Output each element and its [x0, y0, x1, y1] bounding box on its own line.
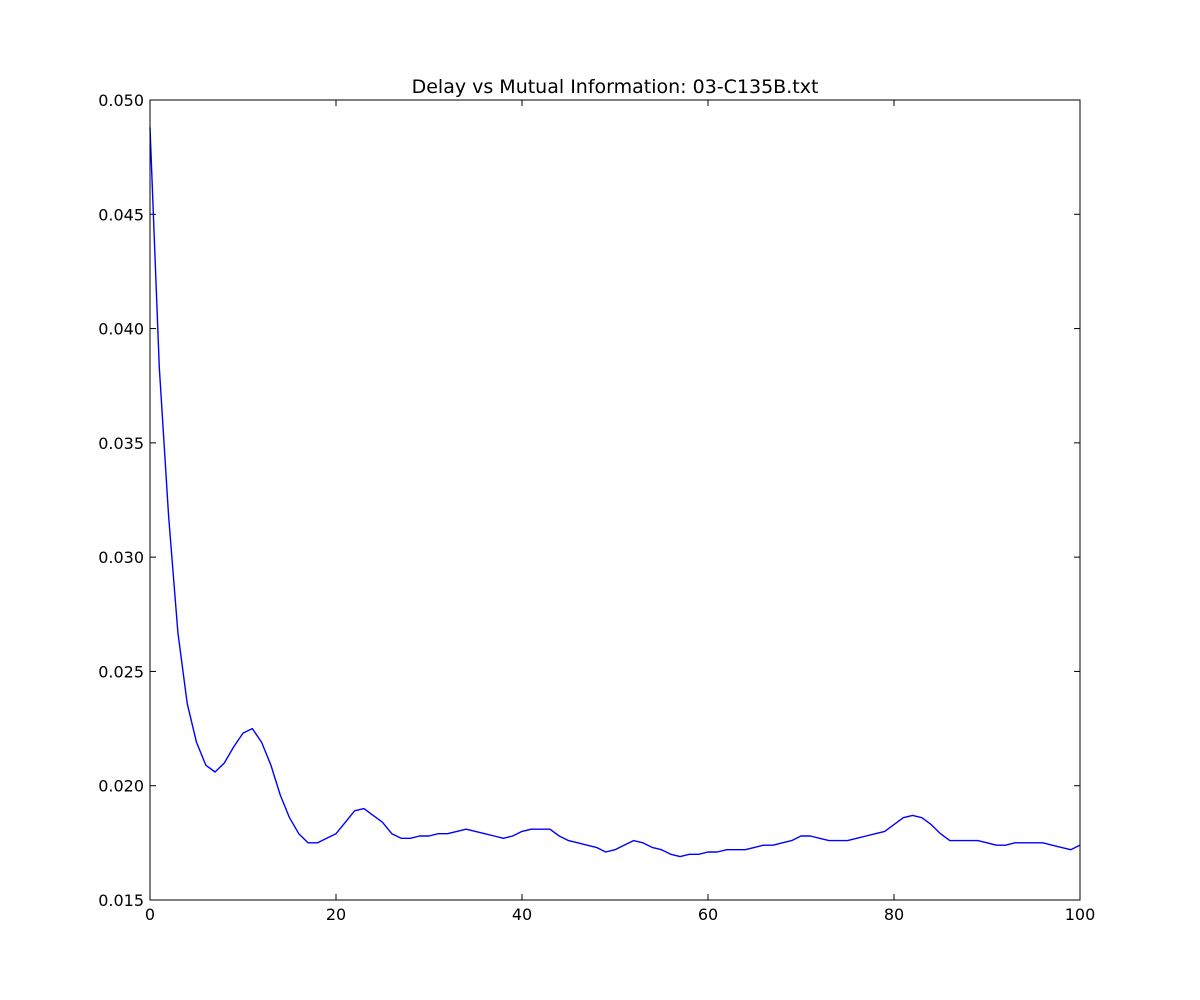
chart-title: Delay vs Mutual Information: 03-C135B.tx… [412, 76, 819, 98]
y-tick-label: 0.015 [98, 891, 144, 910]
ticks-layer [149, 99, 1081, 901]
x-tick-label: 0 [145, 905, 155, 924]
x-tick-label: 80 [884, 905, 904, 924]
y-tick-label: 0.035 [98, 434, 144, 453]
y-tick-label: 0.020 [98, 777, 144, 796]
plot-frame [149, 99, 1081, 901]
x-tick-label: 100 [1065, 905, 1096, 924]
series-line [149, 127, 1081, 858]
x-tick-label: 20 [326, 905, 346, 924]
x-tick-label: 40 [512, 905, 532, 924]
y-tick-label: 0.050 [98, 91, 144, 110]
y-tick-label: 0.030 [98, 548, 144, 567]
y-tick-label: 0.040 [98, 320, 144, 339]
x-tick-label: 60 [698, 905, 718, 924]
y-tick-label: 0.045 [98, 205, 144, 224]
y-tick-label: 0.025 [98, 662, 144, 681]
tick-labels-layer: 0 20 40 60 80 100 0.015 0.020 0.025 0.030 0.035 0.0… [98, 91, 1095, 924]
